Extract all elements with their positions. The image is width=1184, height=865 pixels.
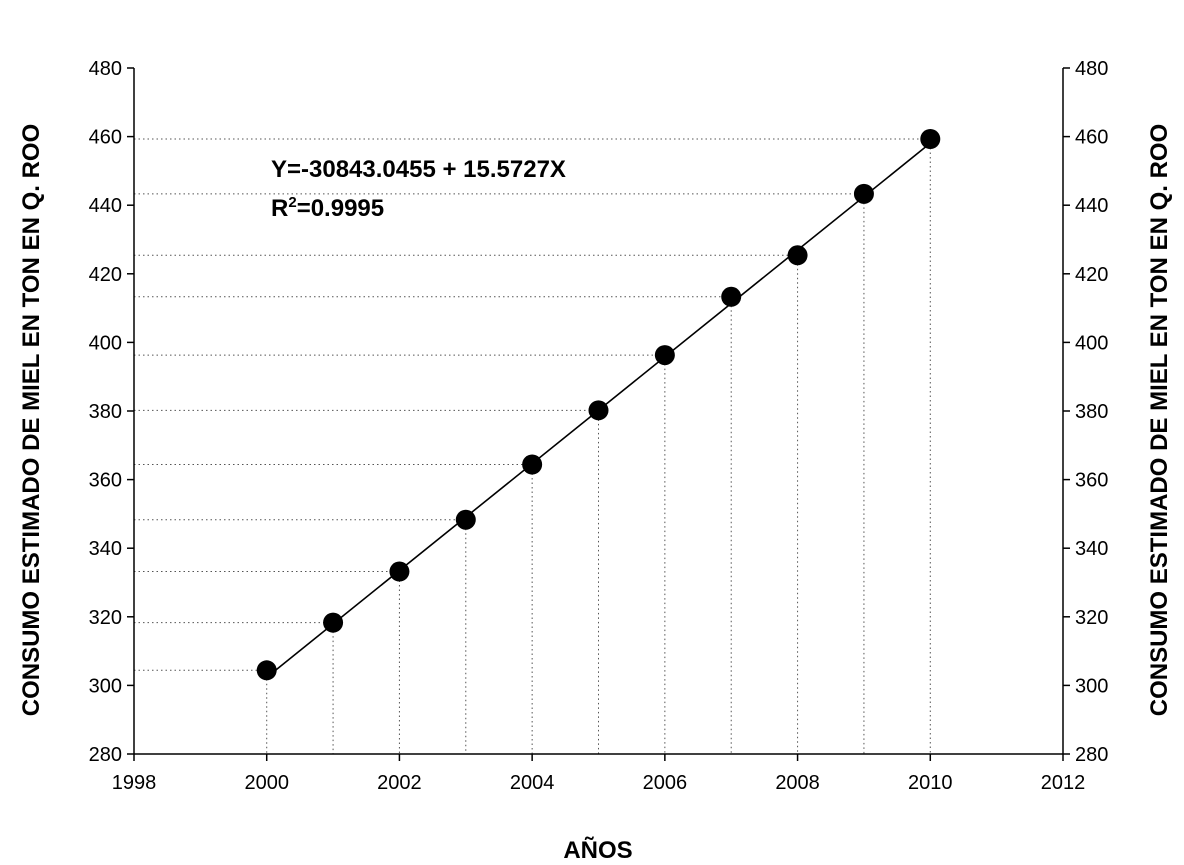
data-point	[920, 129, 941, 150]
y-tick-label-right: 380	[1075, 401, 1108, 423]
equation-label: Y=-30843.0455 + 15.5727X	[271, 156, 566, 183]
y-tick-label-right: 280	[1075, 744, 1108, 766]
x-tick-label: 2006	[643, 772, 688, 794]
drop-lines	[134, 138, 931, 754]
y-tick-label-left: 400	[89, 332, 122, 354]
r2-value: =0.9995	[297, 195, 384, 222]
y-tick-label-left: 320	[89, 607, 122, 629]
y-tick-label-left: 380	[89, 401, 122, 423]
r2-superscript: 2	[288, 194, 296, 211]
data-point	[522, 454, 543, 475]
data-point	[323, 612, 344, 633]
y-tick-label-left: 360	[89, 470, 122, 492]
y-tick-label-right: 420	[1075, 264, 1108, 286]
data-point	[256, 660, 277, 681]
data-point	[389, 561, 410, 582]
data-point	[787, 245, 808, 266]
y-axis-title-right: CONSUMO ESTIMADO DE MIEL EN TON EN Q. RO…	[1146, 124, 1173, 717]
x-tick-label: 2010	[908, 772, 953, 794]
y-tick-label-right: 360	[1075, 470, 1108, 492]
x-tick-label: 2000	[244, 772, 289, 794]
y-tick-label-right: 400	[1075, 332, 1108, 354]
x-tick-label: 2004	[510, 772, 555, 794]
y-tick-label-left: 340	[89, 538, 122, 560]
y-tick-label-left: 460	[89, 127, 122, 149]
r2-prefix: R	[271, 195, 288, 222]
x-tick-label: 2008	[775, 772, 820, 794]
x-tick-label: 2012	[1041, 772, 1086, 794]
y-tick-label-right: 300	[1075, 675, 1108, 697]
r2-label: R2=0.9995	[271, 194, 384, 222]
y-tick-label-left: 420	[89, 264, 122, 286]
data-point	[654, 345, 675, 366]
y-tick-label-right: 480	[1075, 58, 1108, 80]
data-points	[256, 129, 941, 681]
data-point	[853, 183, 874, 204]
y-tick-label-left: 440	[89, 195, 122, 217]
y-tick-label-left: 480	[89, 58, 122, 80]
data-point	[721, 286, 742, 307]
x-tick-label: 1998	[112, 772, 157, 794]
y-tick-label-right: 440	[1075, 195, 1108, 217]
x-tick-label: 2002	[377, 772, 422, 794]
axis-ticks: 280 280 300 300 320 320 340 340 360 360 380 380 400 4…	[89, 58, 1109, 794]
data-point	[588, 400, 609, 421]
y-tick-label-right: 340	[1075, 538, 1108, 560]
x-axis-title: AÑOS	[563, 836, 632, 864]
y-tick-label-left: 300	[89, 675, 122, 697]
data-point	[455, 509, 476, 530]
y-tick-label-left: 280	[89, 744, 122, 766]
y-axis-title-left: CONSUMO ESTIMADO DE MIEL EN TON EN Q. RO…	[18, 124, 45, 717]
y-tick-label-right: 460	[1075, 127, 1108, 149]
y-tick-label-right: 320	[1075, 607, 1108, 629]
